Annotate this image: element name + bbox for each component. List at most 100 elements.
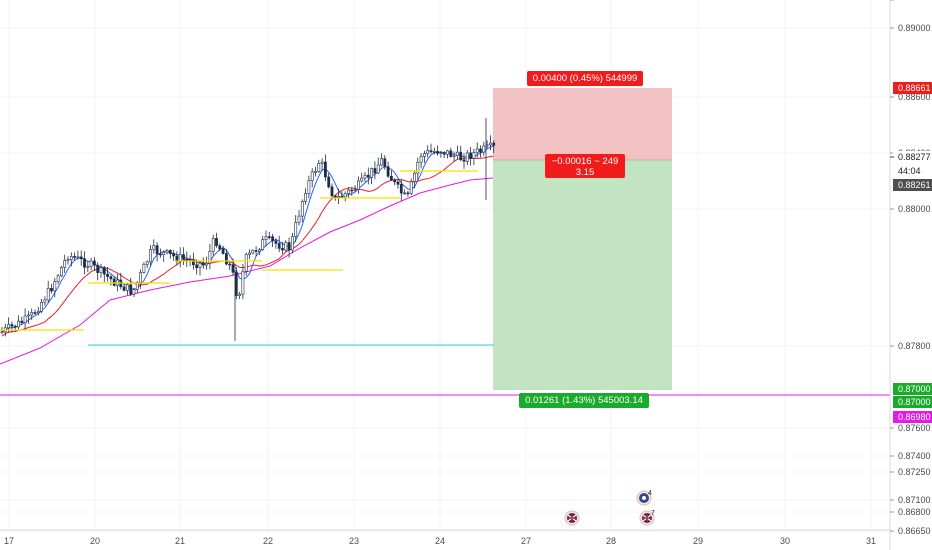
candle-body [399, 184, 403, 194]
candle-body [413, 172, 416, 182]
candle-body [294, 222, 298, 237]
price-tag-label: 0.88261 [898, 180, 931, 190]
candle-body [261, 239, 265, 250]
candle-body [373, 168, 377, 174]
candle-body [112, 278, 116, 286]
candle-body [323, 161, 327, 178]
y-tick-label: 0.87600 [898, 423, 931, 433]
candle-body [225, 253, 228, 265]
candle-body [244, 254, 248, 272]
candle-body [274, 240, 278, 244]
y-tick-label: 0.87100 [898, 495, 931, 505]
candle-body [337, 196, 341, 198]
event-flag-icon[interactable]: 7 [639, 510, 655, 526]
y-tick-label: 0.86290 [898, 0, 931, 2]
price-tag-bg [893, 165, 932, 177]
position-tool[interactable] [493, 88, 672, 390]
candle-body [389, 175, 393, 181]
candle-body [7, 324, 11, 329]
event-flag-icon[interactable] [564, 510, 580, 526]
stop-loss-label: 0.00400 (0.45%) 544999 [527, 71, 643, 86]
candle-body [479, 148, 482, 153]
candle-body [221, 248, 225, 254]
candle-body [26, 314, 30, 317]
price-axis[interactable]: 0.890000.886000.884000.880000.878000.876… [890, 0, 931, 536]
price-tag-label: 0.86980 [898, 412, 931, 422]
candle-body [0, 331, 4, 334]
x-tick-label: 31 [866, 536, 876, 546]
economic-events[interactable]: 47 [564, 490, 655, 526]
candle-body [99, 267, 103, 273]
candle-body [419, 156, 423, 163]
event-count-badge: 4 [648, 490, 652, 497]
price-tag-label: 44:04 [898, 166, 921, 176]
candle-body [248, 252, 251, 255]
candle-body [96, 264, 100, 273]
candle-body [363, 174, 367, 179]
candle-body [185, 258, 189, 261]
candle-body [416, 161, 420, 174]
candle-body [192, 259, 195, 266]
candle-body [330, 186, 334, 197]
candle-body [488, 142, 492, 146]
candle-body [162, 251, 166, 256]
x-tick-label: 20 [90, 536, 100, 546]
candle-body [475, 148, 479, 153]
position-info-label-text: −0.00016 ~ 249 [552, 156, 619, 167]
candle-body [439, 152, 443, 154]
price-tag-label: 0.88661 [898, 83, 931, 93]
candle-body [297, 215, 301, 223]
candle-body [455, 151, 459, 156]
candle-body [89, 260, 93, 267]
candle-body [13, 325, 17, 328]
candle-body [126, 284, 129, 291]
price-tag-bg [893, 411, 932, 423]
candle-body [23, 315, 27, 324]
candle-body [281, 248, 284, 251]
candle-body [234, 272, 238, 296]
candle-body [429, 150, 433, 153]
candle-body [320, 161, 324, 164]
candle-body [386, 166, 390, 177]
candle-body [56, 275, 60, 282]
candle-body [360, 177, 364, 182]
candle-body [376, 164, 380, 174]
candle-body [310, 171, 314, 181]
x-tick-label: 21 [175, 536, 185, 546]
time-axis[interactable]: 17 20 21 22 23 24 27 28 29 30 31 [4, 536, 876, 546]
stop-loss-zone [493, 88, 672, 160]
candle-body [152, 245, 156, 250]
candle-body [172, 253, 176, 257]
candle-body [314, 171, 317, 173]
candle-body [409, 181, 413, 194]
candle-body [459, 151, 463, 161]
candle-body [142, 263, 146, 273]
candle-body [436, 151, 440, 154]
price-tag-label: 0.87000 [898, 397, 931, 407]
price-tag-bg [893, 396, 932, 408]
position-info-label-text: 3.15 [576, 167, 595, 178]
candle-body [432, 151, 436, 153]
candle-body [426, 150, 430, 154]
candle-body [469, 152, 473, 159]
x-tick-label: 24 [435, 536, 445, 546]
candle-body [33, 312, 37, 314]
candle-body [307, 180, 311, 194]
support-lines [0, 170, 890, 396]
y-tick-label: 0.88000 [898, 204, 931, 214]
candle-body [422, 153, 426, 157]
candle-body [155, 245, 159, 255]
candle-body [211, 238, 215, 252]
price-tag-bg [893, 151, 932, 163]
candle-body [383, 158, 387, 167]
candle-body [168, 250, 172, 254]
candle-body [122, 286, 126, 291]
candle-body [63, 260, 67, 268]
candle-body [406, 192, 410, 195]
x-tick-label: 30 [780, 536, 790, 546]
candle-body [277, 243, 281, 249]
y-tick-label: 0.86410 [898, 0, 931, 2]
event-flag-icon[interactable]: 4 [636, 490, 652, 506]
